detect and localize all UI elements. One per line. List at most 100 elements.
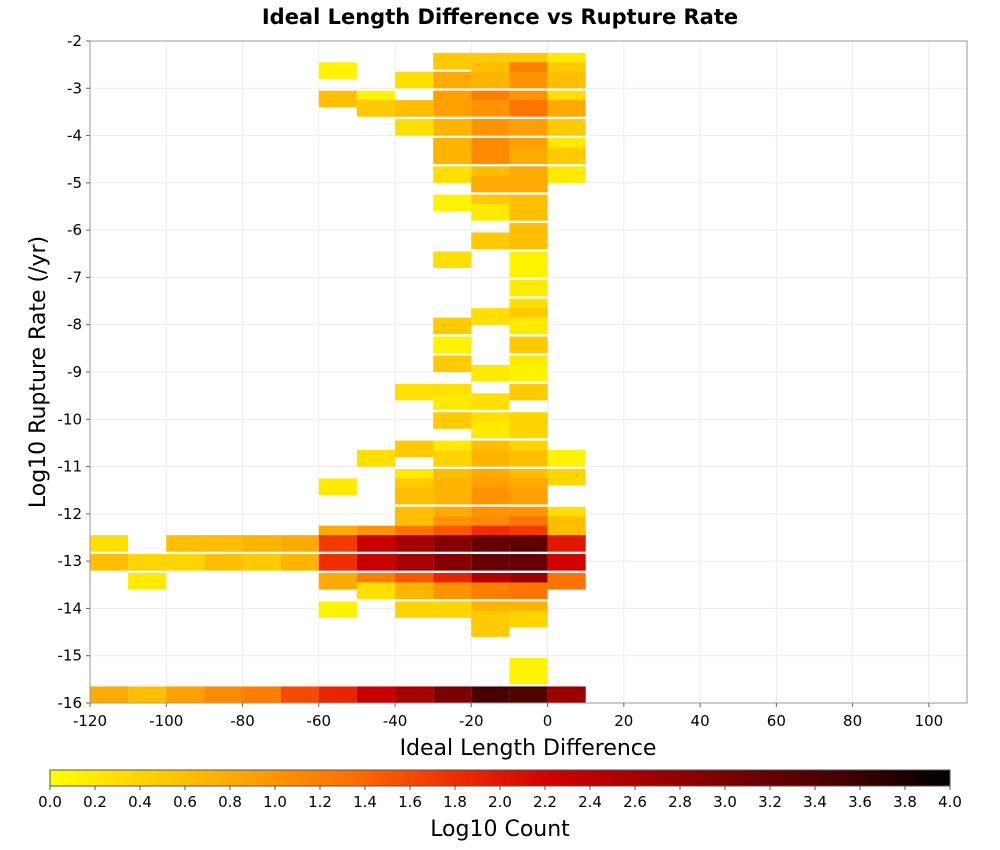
colorbar-tick-label: 0.2 — [83, 793, 107, 811]
colorbar-tick-label: 4.0 — [938, 793, 962, 811]
x-tick-label: -40 — [383, 712, 408, 730]
heatmap-cell — [90, 535, 129, 552]
heatmap-cell — [204, 554, 243, 571]
y-tick-label: -15 — [58, 647, 83, 665]
y-tick-label: -5 — [67, 174, 82, 192]
heatmap-cell — [318, 686, 357, 703]
y-axis-label: Log10 Rupture Rate (/yr) — [26, 236, 51, 508]
x-tick-label: 80 — [843, 712, 862, 730]
colorbar-tick-label: 3.0 — [713, 793, 737, 811]
heatmap-cell — [471, 620, 510, 637]
colorbar-tick-label: 1.6 — [398, 793, 422, 811]
y-tick-label: -11 — [58, 458, 83, 476]
heatmap-cell — [547, 535, 586, 552]
heatmap-cell — [204, 535, 243, 552]
heatmap-cell — [395, 383, 434, 401]
colorbar-tick-label: 0.8 — [218, 793, 242, 811]
colorbar — [49, 769, 951, 787]
heatmap-cell — [433, 554, 472, 571]
heatmap-cell — [433, 535, 472, 552]
heatmap-cell — [509, 421, 548, 439]
colorbar-ticks: 0.0 0.2 0.4 0.6 0.8 1.0 1.2 1.4 1.6 1.8 2.0 2.2 2.4 2… — [38, 786, 962, 811]
heatmap-cell — [166, 535, 205, 552]
heatmap-cell — [509, 582, 548, 599]
heatmap-cell — [471, 364, 510, 382]
heatmap-cell — [547, 554, 586, 571]
heatmap-cell — [471, 393, 510, 410]
x-axis-label: Ideal Length Difference — [400, 736, 657, 761]
x-tick-label: -80 — [230, 712, 255, 730]
heatmap-cell — [395, 71, 434, 89]
heatmap-cell — [128, 686, 167, 703]
heatmap-cell — [433, 393, 472, 410]
heatmap-cell — [356, 100, 396, 117]
x-tick-label: -120 — [73, 712, 107, 730]
heatmap-cell — [356, 582, 396, 599]
x-tick-label: 60 — [767, 712, 786, 730]
heatmap-cell — [547, 119, 586, 136]
heatmap-cell — [471, 175, 510, 193]
heatmap-cell — [395, 119, 434, 136]
heatmap-cell — [471, 421, 510, 439]
heatmap-cell — [471, 487, 510, 505]
colorbar-tick-label: 3.8 — [893, 793, 917, 811]
heatmap-cell — [395, 601, 434, 618]
heatmap-cell — [471, 71, 510, 89]
heatmap-cell — [433, 166, 472, 183]
heatmap-cell — [204, 686, 243, 703]
heatmap-cell — [395, 535, 434, 552]
y-tick-label: -13 — [58, 552, 83, 570]
heatmap-cell — [433, 100, 472, 117]
heatmap-cell — [509, 204, 548, 221]
heatmap-cell — [509, 364, 548, 382]
heatmap-cell — [471, 147, 510, 164]
heatmap-cell — [509, 71, 548, 89]
y-tick-label: -9 — [67, 363, 82, 381]
heatmap-cell — [90, 686, 129, 703]
heatmap-cell — [433, 147, 472, 164]
heatmap-cell — [547, 166, 586, 183]
y-tick-label: -3 — [67, 79, 82, 97]
colorbar-label: Log10 Count — [430, 817, 570, 842]
heatmap-cell — [318, 572, 357, 590]
heatmap-cell — [547, 71, 586, 89]
heatmap-cell — [318, 554, 357, 571]
heatmap-cell — [318, 535, 357, 552]
x-tick-label: 100 — [915, 712, 944, 730]
heatmap-cell — [471, 582, 510, 599]
heatmap-cell — [471, 686, 510, 703]
y-tick-label: -8 — [67, 316, 82, 334]
y-tick-label: -16 — [58, 694, 83, 712]
colorbar-tick-label: 2.2 — [533, 793, 557, 811]
heatmap-cell — [433, 52, 472, 70]
x-tick-label: 0 — [543, 712, 553, 730]
heatmap-cell — [509, 554, 548, 571]
heatmap-cell — [280, 554, 319, 571]
heatmap-cell — [509, 232, 548, 250]
heatmap-cell — [509, 450, 548, 467]
heatmap-cell — [433, 317, 472, 335]
x-tick-label: -20 — [459, 712, 484, 730]
heatmap-cell — [395, 686, 434, 703]
heatmap-cell — [433, 71, 472, 89]
x-tick-label: 40 — [691, 712, 710, 730]
heatmap-cell — [318, 478, 357, 495]
heatmap-cell — [509, 119, 548, 136]
heatmap-cells — [90, 52, 586, 703]
heatmap-cell — [166, 554, 205, 571]
colorbar-tick-label: 2.6 — [623, 793, 647, 811]
colorbar-tick-label: 2.0 — [488, 793, 512, 811]
heatmap-cell — [509, 279, 548, 297]
colorbar-tick-label: 0.4 — [128, 793, 152, 811]
x-tick-label: -100 — [149, 712, 183, 730]
heatmap-cell — [509, 383, 548, 401]
colorbar-tick-label: 1.8 — [443, 793, 467, 811]
heatmap-cell — [433, 686, 472, 703]
x-axis-ticks: -120 -100 -80 -60 -40 -20 0 20 40 60 80 100 — [73, 703, 943, 730]
heatmap-cell — [509, 317, 548, 335]
colorbar-tick-label: 3.2 — [758, 793, 782, 811]
chart-title: Ideal Length Difference vs Rupture Rate — [262, 5, 738, 29]
heatmap-cell — [471, 119, 510, 136]
heatmap-cell — [547, 450, 586, 467]
